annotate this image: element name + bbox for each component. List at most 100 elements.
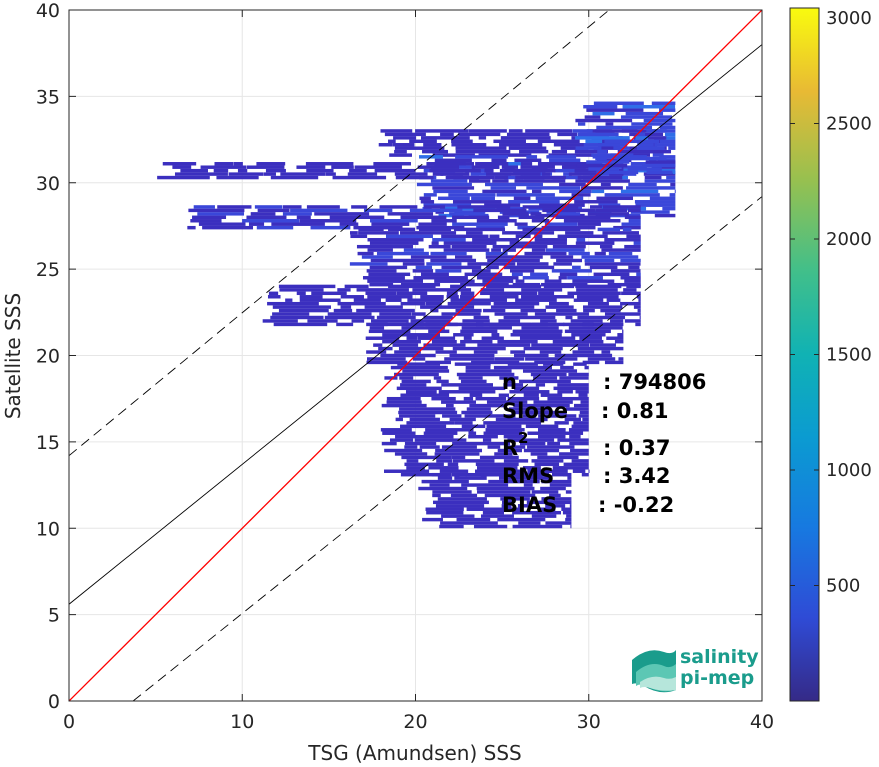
density-cell (340, 305, 352, 309)
density-cell (450, 298, 507, 302)
wave-logo-icon (632, 650, 676, 693)
density-cell (508, 129, 523, 133)
density-cell (601, 350, 611, 354)
density-cell (486, 172, 541, 176)
density-cell (455, 155, 509, 159)
density-cell (522, 276, 549, 280)
density-cell (538, 434, 566, 439)
lower-bound-line (132, 196, 762, 701)
density-cell (570, 524, 572, 529)
density-cell (246, 215, 287, 220)
density-cell (547, 396, 589, 401)
density-cell (564, 417, 582, 422)
density-cell (425, 507, 464, 511)
density-cell (581, 472, 589, 477)
density-cell (404, 441, 437, 446)
density-cell (394, 452, 428, 456)
density-cell (428, 466, 459, 470)
density-cell (526, 186, 581, 190)
density-cell (356, 244, 414, 249)
density-cell (432, 172, 444, 176)
density-cell (512, 510, 562, 515)
density-cells (157, 101, 676, 529)
density-cell (193, 205, 215, 209)
density-cell (552, 244, 586, 249)
density-cell (627, 208, 641, 213)
density-cell (370, 219, 418, 223)
density-cell (485, 182, 543, 187)
density-cell (575, 118, 633, 123)
density-cell (569, 434, 581, 439)
density-cell (516, 262, 549, 266)
density-cell (624, 319, 641, 323)
density-cell (530, 452, 548, 456)
density-cell (659, 139, 676, 144)
y-tick-label: 35 (36, 86, 60, 108)
density-cell (368, 272, 411, 277)
density-cell (336, 322, 354, 327)
density-cell (495, 417, 548, 422)
density-cell (559, 376, 589, 380)
density-cell (622, 227, 632, 232)
density-cell (477, 490, 531, 494)
density-cell (440, 521, 498, 525)
density-cell (472, 238, 519, 242)
density-cell (482, 279, 514, 283)
density-cell (570, 319, 603, 323)
density-cell (384, 469, 430, 473)
logo-text-pimep: pi-mep (680, 667, 754, 689)
density-cell (570, 448, 589, 453)
density-cell (513, 403, 570, 408)
density-cell (379, 205, 418, 209)
density-cell (465, 369, 512, 373)
density-cell (572, 350, 595, 354)
density-cell (574, 168, 599, 173)
density-cell (499, 376, 519, 380)
density-cell (256, 225, 294, 230)
density-cell (399, 407, 456, 411)
density-cell (630, 210, 670, 214)
density-cell (441, 445, 477, 449)
density-cell (597, 149, 608, 154)
density-cell (354, 165, 402, 169)
density-cell (628, 265, 640, 270)
density-cell (483, 431, 523, 435)
density-cell (213, 168, 229, 173)
density-cell (571, 424, 589, 429)
density-cell (544, 222, 578, 226)
density-cell (488, 479, 540, 484)
density-cell (367, 295, 413, 299)
density-cell (415, 265, 433, 270)
density-cell (565, 407, 589, 411)
density-cell (604, 238, 641, 242)
density-cell (575, 284, 622, 289)
density-cell (406, 421, 455, 425)
density-cell (642, 163, 676, 168)
density-cell (523, 483, 533, 487)
density-cell (668, 146, 676, 150)
density-cell (257, 208, 290, 213)
density-cell (577, 175, 623, 180)
regression-line (69, 44, 762, 605)
density-cell (367, 248, 393, 252)
density-cell (407, 298, 444, 302)
density-cell (644, 179, 676, 183)
density-cell (423, 193, 437, 197)
density-cell (590, 205, 603, 209)
density-cell (473, 524, 508, 529)
density-cell (468, 431, 477, 435)
density-cell (433, 500, 489, 505)
density-cell (573, 298, 604, 302)
density-cell (584, 258, 615, 263)
density-cell (418, 227, 452, 232)
density-cell (366, 350, 387, 354)
density-cell (306, 205, 340, 209)
stat-value-rms: : 3.42 (603, 464, 671, 488)
density-cell (456, 372, 515, 377)
density-cell (406, 466, 425, 470)
y-axis-label: Satellite SSS (1, 293, 25, 419)
density-cell (451, 455, 466, 460)
density-cell (603, 205, 641, 209)
density-cell (635, 136, 649, 140)
stat-label-rms: RMS (502, 464, 554, 488)
